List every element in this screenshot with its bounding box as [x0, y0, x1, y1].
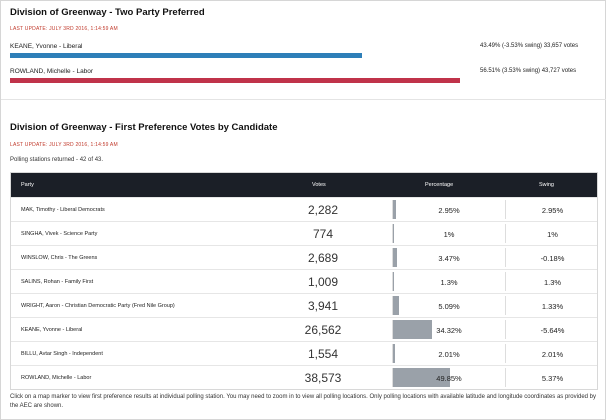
cell-percentage: 2.95%	[438, 206, 460, 215]
pct-bar-track	[392, 368, 506, 387]
pct-bar-track	[392, 224, 506, 243]
pct-bar-track	[392, 344, 506, 363]
tpp-swing: (-3.53% swing)	[502, 43, 543, 49]
pct-bar	[393, 320, 433, 339]
pct-bar	[393, 344, 396, 363]
cell-party: BILLU, Avtar Singh - Independent	[21, 351, 103, 357]
two-party-title: Division of Greenway - Two Party Preferr…	[10, 7, 205, 18]
section-divider	[1, 99, 606, 100]
cell-votes: 38,573	[304, 371, 342, 385]
cell-swing: 2.95%	[541, 206, 564, 215]
cell-percentage: 2.01%	[438, 350, 460, 359]
pct-bar	[393, 248, 397, 267]
tpp-bar-rowland	[10, 78, 460, 83]
cell-percentage: 1.3%	[440, 278, 458, 287]
header-party[interactable]: Party	[21, 182, 34, 188]
table-row: ROWLAND, Michelle - Labor 38,573 49.85% 5.3…	[11, 365, 597, 389]
cell-percentage: 34.32%	[436, 326, 462, 335]
pct-bar	[393, 296, 399, 315]
pct-bar-track	[392, 296, 506, 315]
first-pref-title: Division of Greenway - First Preference …	[10, 122, 278, 133]
table-row: KEANE, Yvonne - Liberal 26,562 34.32% -5.64…	[11, 317, 597, 341]
table-row: WRIGHT, Aaron - Christian Democratic Par…	[11, 293, 597, 317]
cell-swing: 1.3%	[543, 278, 562, 287]
cell-percentage: 5.09%	[438, 302, 460, 311]
tpp-pct: 43.49%	[480, 43, 501, 49]
cell-swing: 1%	[547, 230, 558, 239]
tpp-candidate-stats: 43.49% (-3.53% swing) 33,657 votes	[480, 43, 578, 49]
cell-percentage: 49.85%	[436, 374, 462, 383]
pct-bar	[393, 272, 395, 291]
cell-party: SALINS, Rohan - Family First	[21, 279, 94, 285]
cell-swing: -0.18%	[540, 254, 565, 263]
cell-party: SINGHA, Vivek - Science Party	[21, 231, 98, 237]
tpp-bar-keane	[10, 53, 362, 58]
pct-bar-track	[392, 248, 506, 267]
tpp-candidate-stats: 56.51% (3.53% swing) 43,727 votes	[480, 68, 576, 74]
pct-bar	[393, 200, 397, 219]
cell-swing: -5.64%	[540, 326, 565, 335]
tpp-votes: 33,657 votes	[543, 43, 579, 49]
header-swing[interactable]: Swing	[539, 182, 554, 188]
tpp-candidate-name: ROWLAND, Michelle - Labor	[10, 68, 94, 75]
pct-bar-track	[392, 320, 506, 339]
cell-swing: 2.01%	[541, 350, 564, 359]
pct-bar	[393, 224, 395, 243]
cell-votes: 774	[312, 227, 334, 241]
cell-votes: 3,941	[307, 299, 339, 313]
map-footnote: Click on a map marker to view first pref…	[10, 394, 596, 409]
pct-bar	[393, 368, 450, 387]
table-row: WINSLOW, Chris - The Greens 2,689 3.47% -0.…	[11, 245, 597, 269]
cell-swing: 1.33%	[541, 302, 564, 311]
table-row: MAK, Timothy - Liberal Democrats 2,282 2.9…	[11, 197, 597, 221]
polling-stations-returned: Polling stations returned - 42 of 43.	[10, 157, 104, 163]
cell-votes: 2,689	[307, 251, 339, 265]
table-header: Party Votes Percentage Swing	[11, 173, 597, 197]
cell-swing: 5.37%	[541, 374, 564, 383]
cell-party: WRIGHT, Aaron - Christian Democratic Par…	[21, 303, 175, 309]
table-row: BILLU, Avtar Singh - Independent 1,554 2.0…	[11, 341, 597, 365]
pct-bar-track	[392, 272, 506, 291]
header-percentage[interactable]: Percentage	[425, 182, 454, 188]
tpp-votes: 43,727 votes	[541, 68, 577, 74]
cell-percentage: 3.47%	[438, 254, 460, 263]
cell-percentage: 1%	[443, 230, 455, 239]
cell-votes: 1,009	[307, 275, 339, 289]
first-pref-last-update: LAST UPDATE: JULY 3RD 2016, 1:14:59 AM	[10, 142, 118, 148]
cell-party: WINSLOW, Chris - The Greens	[21, 255, 98, 261]
cell-votes: 26,562	[304, 323, 342, 337]
two-party-last-update: LAST UPDATE: JULY 3RD 2016, 1:14:59 AM	[10, 26, 118, 32]
table-row: SINGHA, Vivek - Science Party 774 1% 1%	[11, 221, 597, 245]
tpp-pct: 56.51%	[480, 68, 501, 74]
cell-votes: 1,554	[307, 347, 339, 361]
first-pref-table: Party Votes Percentage Swing MAK, Timoth…	[10, 172, 598, 390]
cell-party: MAK, Timothy - Liberal Democrats	[21, 207, 105, 213]
cell-party: KEANE, Yvonne - Liberal	[21, 327, 83, 333]
header-votes[interactable]: Votes	[312, 182, 326, 188]
tpp-candidate-name: KEANE, Yvonne - Liberal	[10, 43, 83, 50]
cell-votes: 2,282	[307, 203, 339, 217]
cell-party: ROWLAND, Michelle - Labor	[21, 375, 92, 381]
table-row: SALINS, Rohan - Family First 1,009 1.3% 1.3…	[11, 269, 597, 293]
table-body: MAK, Timothy - Liberal Democrats 2,282 2.9…	[11, 197, 597, 389]
tpp-swing: (3.53% swing)	[502, 68, 541, 74]
pct-bar-track	[392, 200, 506, 219]
